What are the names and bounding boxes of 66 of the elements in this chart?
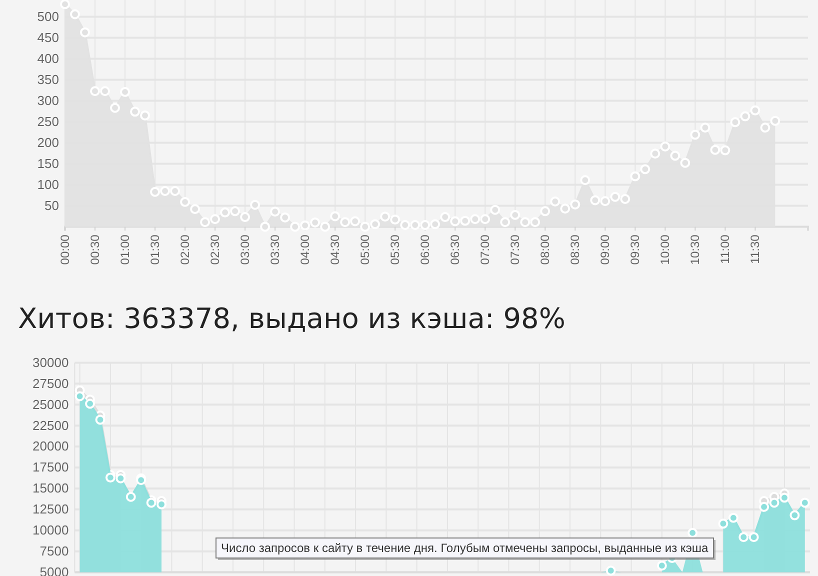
point (718, 518, 728, 529)
x-tick-label: 11:00 (718, 234, 732, 264)
x-tick-label: 04:00 (298, 234, 312, 265)
x-tick-label: 08:30 (568, 234, 582, 265)
y-tick-label: 10000 (32, 522, 69, 538)
point (95, 414, 106, 425)
y-tick-label: 25000 (32, 396, 69, 412)
y-tick-label: 17500 (32, 460, 69, 475)
x-tick-label: 01:30 (148, 234, 162, 265)
point (606, 566, 616, 576)
point (656, 560, 667, 571)
point (105, 472, 116, 483)
x-tick-label: 10:30 (688, 234, 702, 265)
y-tick-label: 50 (44, 198, 59, 213)
x-tick-label: 07:00 (478, 234, 492, 265)
x-tick-label: 05:00 (358, 234, 372, 265)
x-tick-label: 09:00 (598, 234, 612, 265)
point (748, 532, 759, 542)
x-tick-label: 03:30 (268, 234, 282, 265)
x-tick-label: 00:00 (58, 234, 72, 265)
y-tick-label: 350 (37, 72, 59, 87)
annotation: Число запросов к сайту в течение дня. Голубым отмечены запросы, выданные из кэша (221, 541, 709, 555)
y-tick-label: 15000 (32, 480, 69, 496)
x-tick-label: 06:00 (418, 234, 432, 265)
point (146, 498, 156, 508)
y-tick-label: 27500 (32, 376, 69, 391)
x-tick-label: 07:30 (508, 234, 522, 265)
point (769, 498, 780, 508)
y-tick-label: 22500 (32, 418, 69, 433)
point (126, 492, 136, 502)
point (759, 502, 770, 512)
point (85, 398, 96, 409)
point (116, 473, 126, 484)
y-tick-label: 450 (37, 30, 59, 45)
point (74, 391, 85, 402)
x-tick-label: 08:00 (538, 234, 552, 265)
x-tick-label: 05:30 (388, 234, 402, 265)
x-tick-label: 04:30 (328, 234, 342, 265)
y-tick-label: 500 (37, 8, 59, 24)
x-tick-label: 03:00 (238, 234, 252, 265)
y-tick-label: 20000 (32, 438, 69, 454)
x-tick-label: 00:30 (88, 234, 102, 265)
x-tick-label: 02:00 (178, 234, 192, 265)
y-tick-label: 400 (37, 50, 59, 66)
y-tick-label: 100 (37, 176, 59, 192)
x-tick-label: 09:30 (628, 234, 642, 265)
y-tick-label: 200 (37, 134, 59, 150)
point (688, 528, 698, 538)
point (779, 492, 790, 503)
x-tick-label: 10:00 (658, 234, 672, 265)
point (728, 512, 738, 523)
y-tick-label: 7500 (40, 544, 69, 558)
x-tick-label: 01:00 (118, 234, 132, 265)
point (800, 498, 810, 508)
chart-title: Хитов: 363378, выдано из кэша: 98% (18, 302, 566, 335)
point (790, 510, 800, 520)
y-tick-label: 12500 (32, 502, 69, 517)
y-tick-label: 150 (37, 156, 59, 171)
point (156, 499, 166, 510)
y-tick-label: 30000 (32, 354, 69, 370)
point (738, 532, 749, 542)
x-tick-label: 11:30 (748, 234, 762, 264)
y-tick-label: 300 (37, 92, 59, 108)
y-tick-label: 250 (37, 114, 59, 129)
x-tick-label: 02:30 (208, 234, 222, 265)
x-tick-label: 06:30 (448, 234, 462, 265)
